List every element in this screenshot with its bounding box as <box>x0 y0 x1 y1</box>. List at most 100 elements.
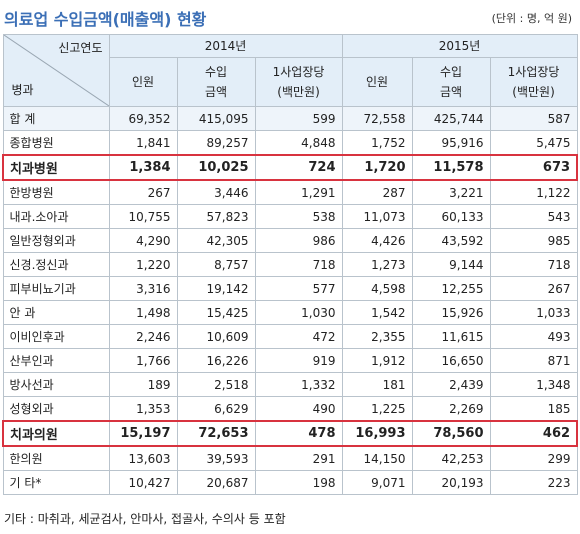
cell-value: 472 <box>254 324 343 349</box>
cell-value: 10,755 <box>108 204 178 229</box>
cell-value: 19,142 <box>176 276 256 301</box>
row-label: 치과의원 <box>2 420 110 447</box>
table-row: 성형외과 1,353 6,629 490 1,225 2,269 185 <box>2 396 578 422</box>
cell-value: 43,592 <box>411 228 491 253</box>
cell-value: 2,518 <box>176 372 256 397</box>
cell-value: 3,446 <box>176 179 256 205</box>
row-label: 신경.정신과 <box>2 252 110 277</box>
cell-value: 718 <box>254 252 343 277</box>
corner-bottom: 병과 <box>11 83 34 97</box>
cell-value: 11,073 <box>341 204 413 229</box>
cell-value: 10,025 <box>176 154 256 181</box>
column-header: 인원 <box>108 57 178 107</box>
cell-value: 587 <box>489 106 578 131</box>
row-label: 종합병원 <box>2 130 110 156</box>
table-row: 안 과 1,498 15,425 1,030 1,542 15,926 1,033 <box>2 300 578 325</box>
cell-value: 1,225 <box>341 396 413 422</box>
cell-value: 4,848 <box>254 130 343 156</box>
cell-value: 20,193 <box>411 470 491 495</box>
cell-value: 6,629 <box>176 396 256 422</box>
cell-value: 9,071 <box>341 470 413 495</box>
cell-value: 185 <box>489 396 578 422</box>
cell-value: 673 <box>489 154 579 181</box>
cell-value: 1,273 <box>341 252 413 277</box>
cell-value: 16,650 <box>411 348 491 373</box>
cell-value: 1,720 <box>341 154 413 181</box>
column-header-line: 1사업장당 <box>272 65 325 79</box>
cell-value: 871 <box>489 348 578 373</box>
cell-value: 415,095 <box>176 106 256 131</box>
cell-value: 2,246 <box>108 324 178 349</box>
cell-value: 3,221 <box>411 179 491 205</box>
cell-value: 986 <box>254 228 343 253</box>
cell-value: 10,427 <box>108 470 178 495</box>
cell-value: 543 <box>489 204 578 229</box>
table-row: 한의원 13,603 39,593 291 14,150 42,253 299 <box>2 445 578 471</box>
row-label: 방사선과 <box>2 372 110 397</box>
cell-value: 198 <box>254 470 343 495</box>
cell-value: 181 <box>341 372 413 397</box>
cell-value: 42,305 <box>176 228 256 253</box>
cell-value: 72,558 <box>341 106 413 131</box>
cell-value: 11,578 <box>411 154 491 181</box>
row-label: 산부인과 <box>2 348 110 373</box>
cell-value: 1,220 <box>108 252 178 277</box>
cell-value: 15,197 <box>108 420 178 447</box>
cell-value: 60,133 <box>411 204 491 229</box>
cell-value: 13,603 <box>108 445 178 471</box>
year-header: 2014년 <box>108 34 343 58</box>
table-row: 방사선과 189 2,518 1,332 181 2,439 1,348 <box>2 372 578 397</box>
cell-value: 72,653 <box>176 420 256 447</box>
cell-value: 2,355 <box>341 324 413 349</box>
cell-value: 478 <box>254 420 343 447</box>
column-header-line: 금액 <box>204 85 228 99</box>
column-header-line: 수입 <box>439 65 463 79</box>
row-label: 안 과 <box>2 300 110 325</box>
cell-value: 299 <box>489 445 578 471</box>
row-label: 치과병원 <box>2 154 110 181</box>
table-head: 신고연도 병과 2014년 2015년 인원 수입 금액 1사업장당 (백만원) 인원 수입 금… <box>2 34 578 107</box>
cell-value: 15,926 <box>411 300 491 325</box>
column-header-line: 금액 <box>439 85 463 99</box>
cell-value: 1,122 <box>489 179 578 205</box>
column-header: 1사업장당 (백만원) <box>489 57 578 107</box>
cell-value: 919 <box>254 348 343 373</box>
column-header: 1사업장당 (백만원) <box>254 57 343 107</box>
column-header-line: 수입 <box>204 65 228 79</box>
footnote: 기타 : 마취과, 세균검사, 안마사, 접골사, 수의사 등 포함 <box>4 512 286 526</box>
corner-cell: 신고연도 병과 <box>2 34 110 107</box>
row-label: 성형외과 <box>2 396 110 422</box>
year-header: 2015년 <box>341 34 578 58</box>
cell-value: 5,475 <box>489 130 578 156</box>
cell-value: 1,030 <box>254 300 343 325</box>
column-header-line: (백만원) <box>512 85 555 99</box>
row-label: 피부비뇨기과 <box>2 276 110 301</box>
cell-value: 1,766 <box>108 348 178 373</box>
cell-value: 10,609 <box>176 324 256 349</box>
cell-value: 291 <box>254 445 343 471</box>
data-table: 신고연도 병과 2014년 2015년 인원 수입 금액 1사업장당 (백만원) 인원 수입 금… <box>2 34 579 495</box>
cell-value: 1,384 <box>108 154 178 181</box>
row-label: 합 계 <box>2 106 110 131</box>
cell-value: 223 <box>489 470 578 495</box>
cell-value: 718 <box>489 252 578 277</box>
row-label: 한의원 <box>2 445 110 471</box>
cell-value: 1,033 <box>489 300 578 325</box>
cell-value: 490 <box>254 396 343 422</box>
cell-value: 599 <box>254 106 343 131</box>
table-row: 내과.소아과 10,755 57,823 538 11,073 60,133 543 <box>2 204 578 229</box>
cell-value: 267 <box>108 179 178 205</box>
diagonal <box>4 35 109 106</box>
cell-value: 493 <box>489 324 578 349</box>
cell-value: 2,269 <box>411 396 491 422</box>
table-row: 종합병원 1,841 89,257 4,848 1,752 95,916 5,475 <box>2 130 578 156</box>
cell-value: 15,425 <box>176 300 256 325</box>
cell-value: 1,353 <box>108 396 178 422</box>
cell-value: 8,757 <box>176 252 256 277</box>
header-row: 인원 수입 금액 1사업장당 (백만원) 인원 수입 금액 1사업장당 (백만원) <box>3 57 578 107</box>
cell-value: 4,426 <box>341 228 413 253</box>
cell-value: 1,752 <box>341 130 413 156</box>
cell-value: 89,257 <box>176 130 256 156</box>
